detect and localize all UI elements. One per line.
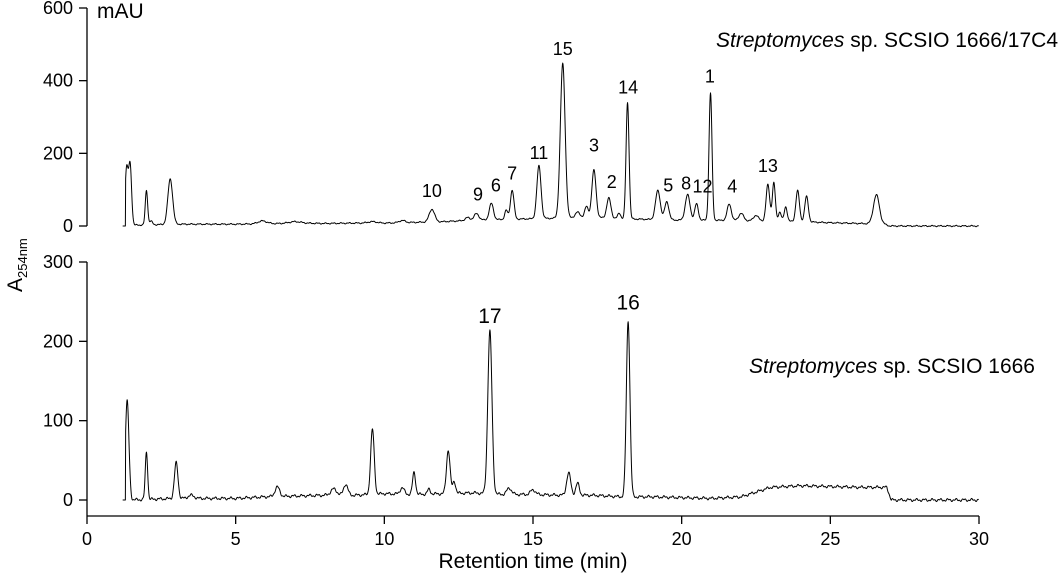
peak-label-12: 12 — [692, 177, 712, 197]
peak-label-5: 5 — [663, 175, 673, 195]
bottom-chart-title: Streptomyces sp. SCSIO 1666 — [749, 355, 1035, 378]
y-axis-label-subscript: 254nm — [15, 238, 30, 278]
x-tick-label: 10 — [374, 529, 394, 549]
y-axis-label: A254nm — [4, 238, 30, 292]
y-tick-label: 200 — [43, 143, 73, 163]
y-tick-label: 0 — [63, 216, 73, 236]
x-tick-label: 0 — [82, 529, 92, 549]
peak-label-15: 15 — [553, 39, 573, 59]
x-tick-label: 5 — [231, 529, 241, 549]
x-tick-label: 20 — [672, 529, 692, 549]
peak-label-4: 4 — [727, 177, 737, 197]
peak-label-9: 9 — [473, 185, 483, 205]
top-title-strain: sp. SCSIO 1666/17C4 — [844, 29, 1058, 52]
peak-label-1: 1 — [705, 66, 715, 86]
peak-label-3: 3 — [589, 136, 599, 156]
peak-label-2: 2 — [607, 172, 617, 192]
y-tick-label: 300 — [43, 252, 73, 272]
peak-label-6: 6 — [491, 175, 501, 195]
y-tick-label: 600 — [43, 0, 73, 18]
bottom-title-strain: sp. SCSIO 1666 — [877, 355, 1035, 378]
peak-label-11: 11 — [530, 143, 549, 163]
peak-label-17: 17 — [478, 305, 501, 328]
chromatogram-trace — [122, 321, 979, 503]
bottom-chromatogram: 0 100 200 300 0 5 10 15 20 25 30 17 16 — [43, 252, 989, 549]
bottom-title-species: Streptomyces — [749, 355, 878, 378]
y-tick-label: 100 — [43, 411, 73, 431]
peak-label-14: 14 — [618, 77, 638, 97]
peak-label-16: 16 — [616, 292, 639, 315]
y-tick-label: 0 — [63, 490, 73, 510]
y-tick-label: 200 — [43, 331, 73, 351]
peak-label-8: 8 — [681, 174, 691, 194]
peak-label-7: 7 — [507, 163, 517, 183]
top-title-species: Streptomyces — [716, 29, 845, 52]
x-axis-label: Retention time (min) — [438, 550, 627, 573]
peak-label-10: 10 — [422, 181, 442, 201]
x-tick-label: 30 — [969, 529, 989, 549]
peak-label-13: 13 — [758, 156, 778, 176]
units-label: mAU — [97, 0, 144, 23]
x-tick-label: 15 — [523, 529, 543, 549]
y-axis-label-main: A — [4, 278, 27, 292]
y-tick-label: 400 — [43, 71, 73, 91]
x-tick-label: 25 — [820, 529, 840, 549]
top-chart-title: Streptomyces sp. SCSIO 1666/17C4 — [716, 29, 1058, 52]
chromatogram-trace — [122, 62, 979, 228]
